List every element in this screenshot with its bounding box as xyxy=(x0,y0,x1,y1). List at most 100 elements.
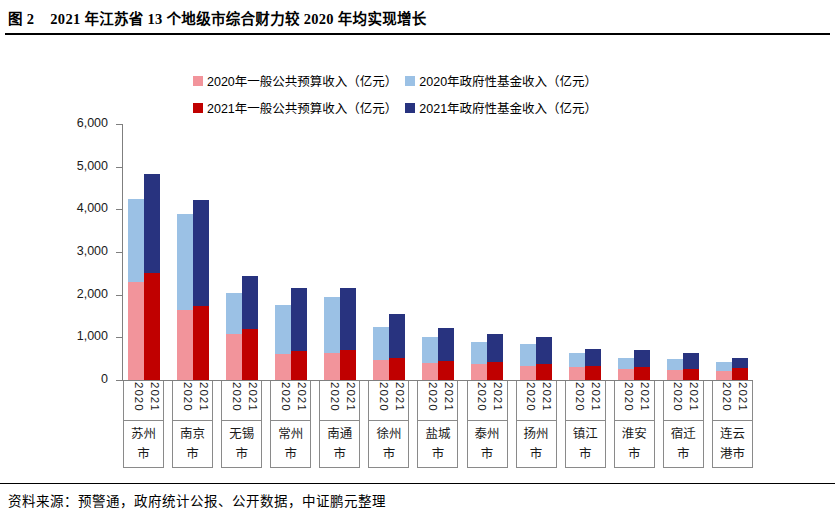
budget-segment xyxy=(471,364,487,380)
stacked-bar xyxy=(667,359,683,380)
fund-segment xyxy=(242,276,258,329)
fund-segment xyxy=(520,344,536,366)
fund-segment xyxy=(716,362,732,371)
city-label-text: 泰州市 xyxy=(474,424,501,464)
category-cell: 20202021连云港市 xyxy=(712,380,753,468)
bar-pair xyxy=(319,124,360,380)
axis-tick-mark xyxy=(116,167,122,168)
city-label: 镇江市 xyxy=(566,421,605,467)
city-label-text: 连云港市 xyxy=(719,424,746,464)
stacked-bar xyxy=(732,358,748,380)
bar-group: 20202021苏州市 xyxy=(123,124,164,468)
year-label: 2020 xyxy=(324,382,340,420)
stacked-bar xyxy=(177,214,193,380)
report-figure-page: 图 2 2021 年江苏省 13 个地级市综合财力较 2020 年均实现增长 20… xyxy=(0,0,835,517)
bar-group: 20202021南京市 xyxy=(172,124,213,468)
category-cell: 20202021 盐城市 xyxy=(417,380,458,468)
fund-segment xyxy=(438,328,454,361)
city-label-text: 南通市 xyxy=(326,424,353,464)
stacked-bar xyxy=(144,174,160,380)
budget-segment xyxy=(520,366,536,380)
stacked-bar xyxy=(683,353,699,380)
legend-item: 2021年政府性基金收入（亿元） xyxy=(405,98,597,117)
year-label: 2021 xyxy=(193,382,209,420)
year-label: 2021 xyxy=(144,382,160,420)
city-label: 连云港市 xyxy=(713,421,752,467)
axis-tick-label: 1,000 xyxy=(40,329,108,343)
year-label: 2020 xyxy=(275,382,291,420)
fund-segment xyxy=(422,337,438,363)
city-label-text: 苏州市 xyxy=(130,424,157,464)
figure-label: 图 2 xyxy=(8,11,34,27)
bar-group: 20202021南通市 xyxy=(319,124,360,468)
year-label: 2020 xyxy=(618,382,634,420)
budget-segment xyxy=(422,363,438,380)
city-label: 徐州市 xyxy=(369,421,408,467)
budget-segment xyxy=(242,329,258,380)
budget-segment xyxy=(144,273,160,380)
legend-swatch xyxy=(193,103,203,113)
city-label: 南通市 xyxy=(320,421,359,467)
city-label-text: 盐城市 xyxy=(424,424,451,464)
budget-segment xyxy=(193,306,209,380)
bar-group: 20202021连云港市 xyxy=(712,124,753,468)
figure-header: 图 2 2021 年江苏省 13 个地级市综合财力较 2020 年均实现增长 xyxy=(8,7,427,28)
category-cell: 20202021泰州市 xyxy=(467,380,508,468)
stacked-bar xyxy=(716,362,732,380)
bar-pair xyxy=(712,124,753,380)
year-label: 2021 xyxy=(438,382,454,420)
year-label: 2021 xyxy=(536,382,552,420)
year-labels: 20202021 xyxy=(615,380,654,421)
axis-tick-mark xyxy=(116,252,122,253)
fund-segment xyxy=(373,327,389,361)
stacked-bar xyxy=(373,327,389,380)
fund-segment xyxy=(618,358,634,369)
city-label: 扬州市 xyxy=(517,421,556,467)
year-label: 2020 xyxy=(422,382,438,420)
fund-segment xyxy=(389,314,405,358)
fund-segment xyxy=(275,305,291,354)
year-label: 2020 xyxy=(226,382,242,420)
bar-group: 20202021徐州市 xyxy=(368,124,409,468)
category-cell: 20202021 常州市 xyxy=(270,380,311,468)
year-label: 2020 xyxy=(471,382,487,420)
axis-tick-label: 6,000 xyxy=(40,116,108,130)
fund-segment xyxy=(634,350,650,367)
bar-group: 20202021扬州市 xyxy=(516,124,557,468)
year-label: 2021 xyxy=(732,382,748,420)
bar-pair xyxy=(221,124,262,380)
fund-segment xyxy=(471,342,487,364)
year-labels: 20202021 xyxy=(173,380,212,421)
category-cell: 20202021南京市 xyxy=(172,380,213,468)
category-cell: 20202021苏州市 xyxy=(123,380,164,468)
figure-title: 2021 年江苏省 13 个地级市综合财力较 2020 年均实现增长 xyxy=(50,11,426,27)
city-label: 南京市 xyxy=(173,421,212,467)
fund-segment xyxy=(144,174,160,273)
fund-segment xyxy=(226,293,242,334)
bar-group: 20202021无锡市 xyxy=(221,124,262,468)
legend-item: 2021年一般公共预算收入（亿元） xyxy=(193,98,397,117)
budget-segment xyxy=(226,334,242,380)
stacked-bar xyxy=(128,199,144,380)
axis-tick-label: 4,000 xyxy=(40,201,108,215)
budget-segment xyxy=(177,310,193,380)
year-label: 2021 xyxy=(242,382,258,420)
budget-segment xyxy=(487,362,503,380)
city-label-text: 常州市 xyxy=(277,424,304,464)
fund-segment xyxy=(128,199,144,282)
category-cell: 20202021无锡市 xyxy=(221,380,262,468)
city-label: 泰州市 xyxy=(468,421,507,467)
year-labels: 20202021 xyxy=(271,380,310,421)
legend-swatch xyxy=(193,76,203,86)
year-label: 2021 xyxy=(389,382,405,420)
axis-tick-mark xyxy=(116,295,122,296)
year-labels: 20202021 xyxy=(566,380,605,421)
budget-segment xyxy=(373,360,389,380)
fund-segment xyxy=(193,200,209,307)
city-label-text: 徐州市 xyxy=(375,424,402,464)
legend-item: 2020年一般公共预算收入（亿元） xyxy=(193,71,397,90)
year-label: 2020 xyxy=(177,382,193,420)
bar-pair xyxy=(123,124,164,380)
budget-segment xyxy=(128,282,144,380)
year-labels: 20202021 xyxy=(664,380,703,421)
